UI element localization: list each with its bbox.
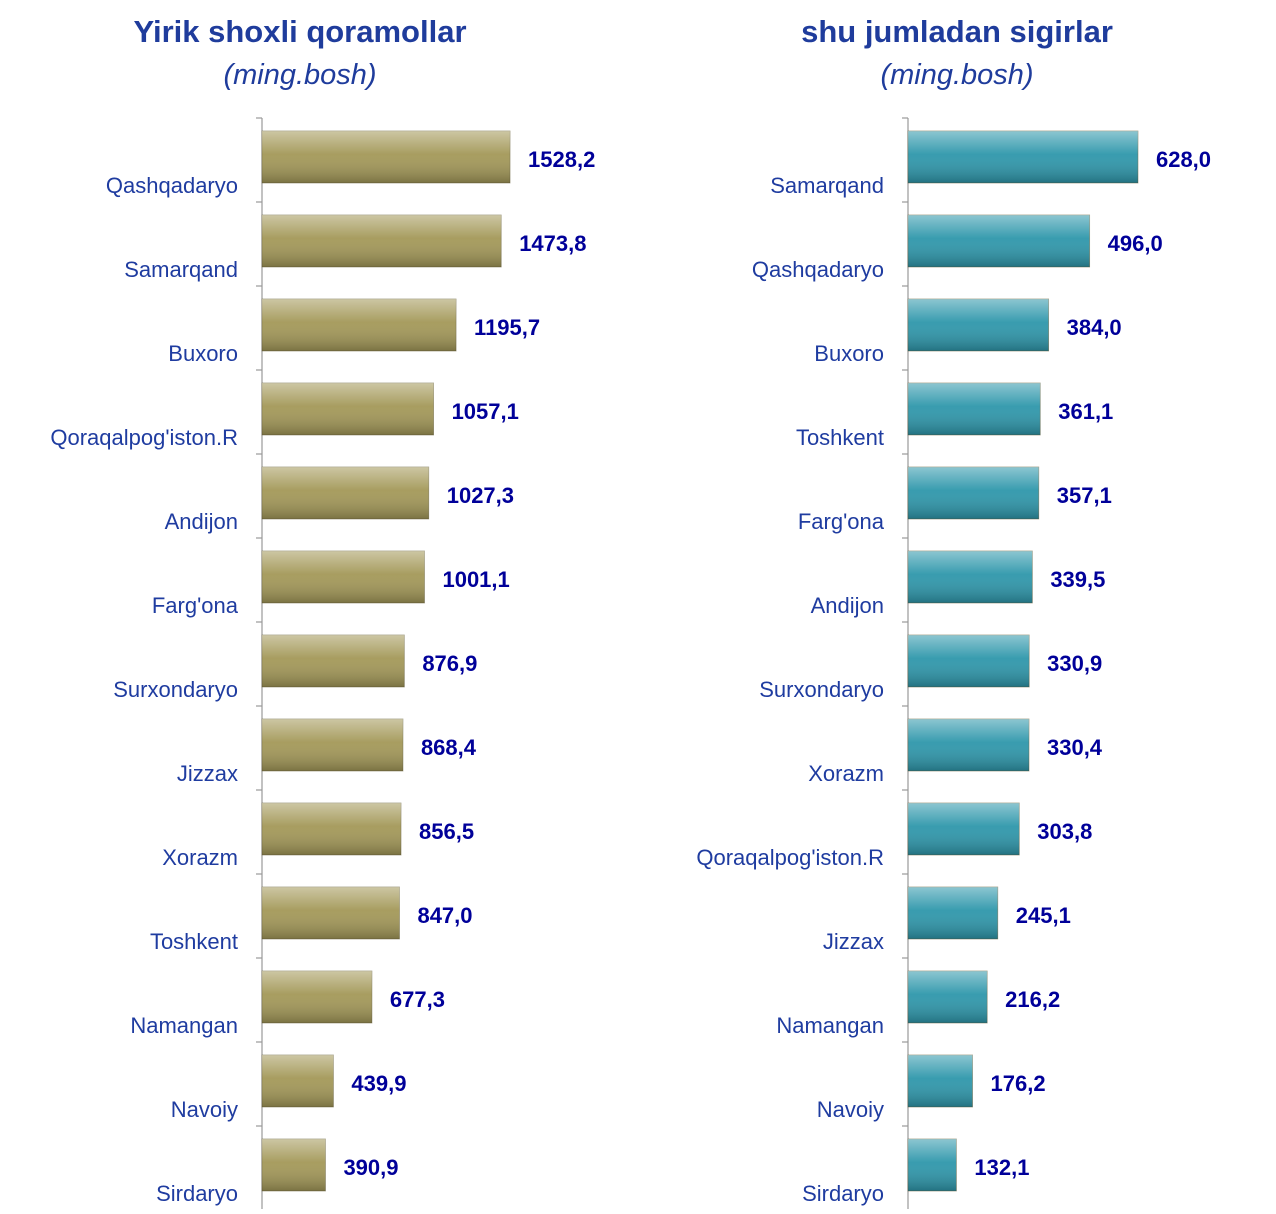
- category-label: Toshkent: [150, 929, 238, 954]
- bar-shine: [262, 551, 425, 603]
- value-label: 384,0: [1067, 315, 1122, 340]
- category-label: Farg'ona: [152, 593, 239, 618]
- value-label: 856,5: [419, 819, 474, 844]
- category-label: Surxondaryo: [113, 677, 238, 702]
- value-label: 677,3: [390, 987, 445, 1012]
- category-label: Navoiy: [171, 1097, 238, 1122]
- category-label: Andijon: [811, 593, 884, 618]
- bar-shine: [908, 299, 1049, 351]
- bar-shine: [908, 131, 1138, 183]
- value-label: 1528,2: [528, 147, 595, 172]
- value-label: 330,9: [1047, 651, 1102, 676]
- bar-shine: [908, 803, 1020, 855]
- bar-shine: [262, 887, 400, 939]
- category-label: Toshkent: [796, 425, 884, 450]
- value-label: 303,8: [1037, 819, 1092, 844]
- category-label: Surxondaryo: [759, 677, 884, 702]
- category-label: Buxoro: [168, 341, 238, 366]
- bar-shine: [908, 215, 1090, 267]
- bar-shine: [908, 971, 988, 1023]
- bar-shine: [262, 719, 403, 771]
- value-label: 245,1: [1016, 903, 1071, 928]
- category-label: Navoiy: [817, 1097, 884, 1122]
- value-label: 176,2: [991, 1071, 1046, 1096]
- bar-shine: [262, 383, 434, 435]
- bar-shine: [262, 803, 402, 855]
- value-label: 1001,1: [442, 567, 509, 592]
- category-label: Xorazm: [808, 761, 884, 786]
- chart-subtitle: (ming.bosh): [880, 59, 1033, 91]
- bar-shine: [908, 467, 1039, 519]
- value-label: 1473,8: [519, 231, 586, 256]
- value-label: 439,9: [351, 1071, 406, 1096]
- value-label: 496,0: [1108, 231, 1163, 256]
- value-label: 1057,1: [452, 399, 519, 424]
- bar-shine: [908, 635, 1030, 687]
- value-label: 132,1: [974, 1155, 1029, 1180]
- category-label: Qashqadaryo: [106, 173, 238, 198]
- chart-title: shu jumladan sigirlar: [801, 14, 1113, 49]
- category-label: Sirdaryo: [156, 1181, 238, 1206]
- category-label: Qoraqalpog'iston.R: [696, 845, 884, 870]
- value-label: 390,9: [343, 1155, 398, 1180]
- value-label: 357,1: [1057, 483, 1112, 508]
- category-label: Andijon: [165, 509, 238, 534]
- value-label: 847,0: [417, 903, 472, 928]
- bar-shine: [262, 299, 457, 351]
- bar-shine: [262, 635, 405, 687]
- value-label: 1195,7: [474, 315, 540, 340]
- bar-shine: [262, 467, 429, 519]
- value-label: 339,5: [1050, 567, 1105, 592]
- bar-shine: [908, 1139, 957, 1191]
- value-label: 868,4: [421, 735, 477, 760]
- bar-shine: [262, 971, 372, 1023]
- bar-shine: [908, 887, 998, 939]
- category-label: Namangan: [776, 1013, 884, 1038]
- value-label: 330,4: [1047, 735, 1103, 760]
- category-label: Jizzax: [823, 929, 884, 954]
- category-label: Samarqand: [770, 173, 884, 198]
- bar-shine: [262, 131, 511, 183]
- category-label: Qashqadaryo: [752, 257, 884, 282]
- category-label: Jizzax: [177, 761, 238, 786]
- bar-shine: [908, 551, 1033, 603]
- category-label: Qoraqalpog'iston.R: [50, 425, 238, 450]
- value-label: 1027,3: [447, 483, 514, 508]
- category-label: Sirdaryo: [802, 1181, 884, 1206]
- chart-subtitle: (ming.bosh): [223, 59, 376, 91]
- category-label: Namangan: [130, 1013, 238, 1038]
- category-label: Farg'ona: [798, 509, 885, 534]
- value-label: 628,0: [1156, 147, 1211, 172]
- value-label: 216,2: [1005, 987, 1060, 1012]
- value-label: 876,9: [422, 651, 477, 676]
- bar-shine: [262, 1055, 334, 1107]
- bar-shine: [908, 719, 1029, 771]
- category-label: Xorazm: [162, 845, 238, 870]
- category-label: Buxoro: [814, 341, 884, 366]
- bar-shine: [262, 1139, 326, 1191]
- category-label: Samarqand: [124, 257, 238, 282]
- value-label: 361,1: [1058, 399, 1113, 424]
- chart-title: Yirik shoxli qoramollar: [133, 14, 466, 49]
- bar-shine: [908, 383, 1041, 435]
- bar-shine: [908, 1055, 973, 1107]
- bar-shine: [262, 215, 502, 267]
